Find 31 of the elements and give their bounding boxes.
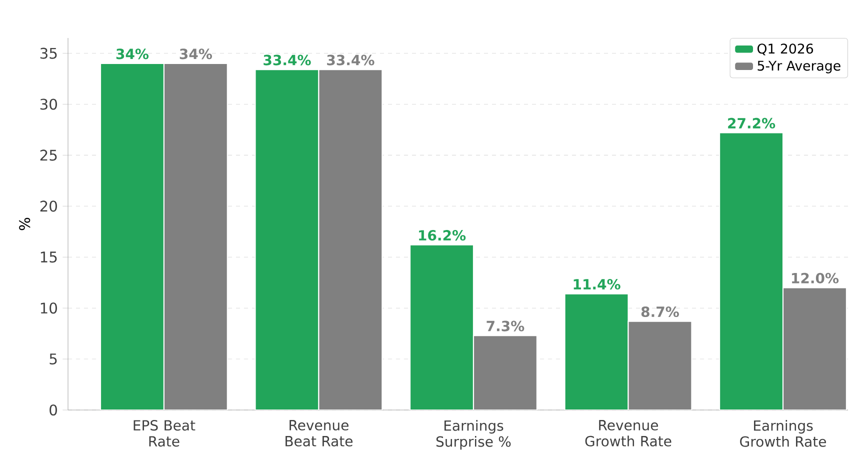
x-tick-label: Revenue Beat Rate — [286, 420, 353, 446]
y-tick-label: 35 — [40, 48, 57, 59]
data-label: 8.7% — [641, 306, 679, 318]
y-tick-label: 30 — [40, 98, 57, 110]
x-tick-label: Earnings Growth Rate — [740, 420, 826, 447]
x-tick-label: EPS Beat Rate — [134, 420, 196, 447]
bar — [409, 244, 474, 410]
data-label: 34% — [116, 48, 149, 60]
y-tick-label: 20 — [40, 200, 57, 212]
x-tick-label: Earnings Surprise % — [436, 420, 511, 450]
y-tick-label: 25 — [40, 150, 57, 161]
y-tick-label: 10 — [40, 302, 57, 314]
data-label: 33.4% — [327, 54, 374, 66]
data-label: 16.2% — [419, 230, 466, 241]
y-tick-label: 15 — [40, 252, 57, 263]
data-label: 27.2% — [728, 118, 776, 128]
data-label: 33.4% — [264, 54, 311, 66]
x-tick-label: Revenue Growth Rate — [585, 420, 672, 446]
y-axis-title: % — [19, 218, 30, 230]
y-tick-label: 0 — [50, 404, 57, 416]
bar — [719, 132, 784, 410]
data-label: 11.4% — [574, 278, 620, 290]
y-tick-label: 5 — [50, 354, 57, 364]
bar — [254, 69, 320, 410]
bar — [564, 293, 629, 410]
legend-label: Q1 2026 — [757, 44, 814, 56]
data-label: 12.0% — [792, 272, 839, 284]
legend-label: 5-Yr Average — [758, 60, 840, 74]
bar — [100, 62, 164, 410]
data-label: 34% — [180, 48, 212, 60]
data-label: 7.3% — [486, 320, 524, 332]
